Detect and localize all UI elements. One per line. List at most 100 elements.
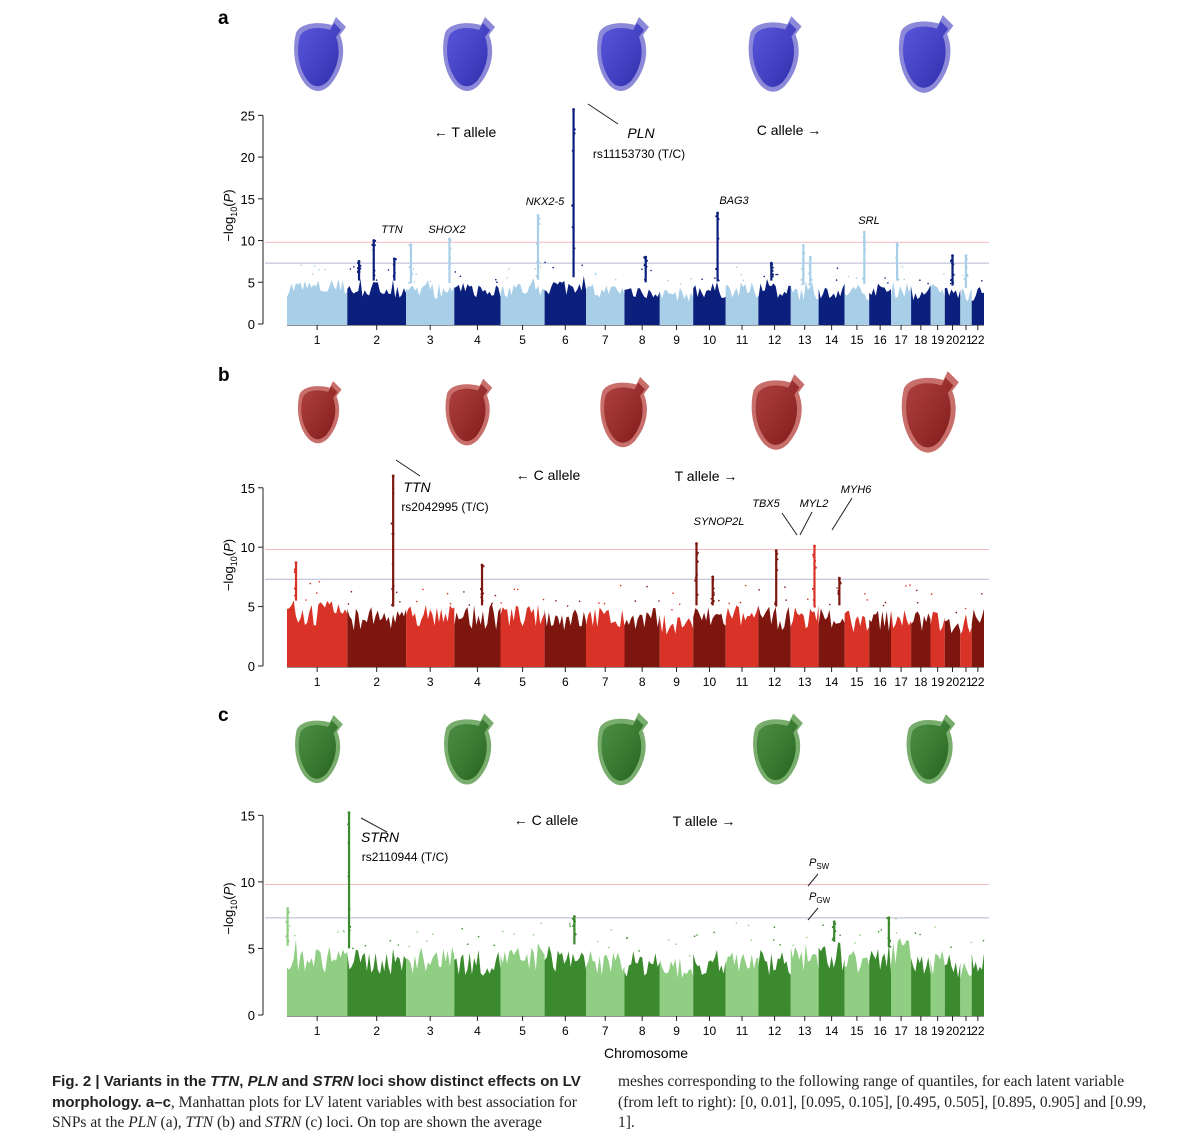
y-tick-label: 25 [241, 108, 255, 123]
x-tick-label-chr7: 7 [602, 675, 609, 689]
snp-point [466, 943, 469, 945]
x-tick-label-chr2: 2 [373, 1024, 380, 1038]
x-tick-label-chr8: 8 [639, 333, 646, 347]
chromosome-block-1 [287, 600, 348, 667]
peak-point [571, 149, 574, 152]
peak-point [538, 217, 541, 220]
peak-top-point [695, 542, 698, 545]
x-tick-label-chr9: 9 [673, 1024, 680, 1038]
x-tick-label-chr3: 3 [427, 1024, 434, 1038]
peak-point [814, 566, 817, 569]
peak-point [888, 922, 891, 925]
snp-point [412, 268, 415, 271]
x-tick-label-chr15: 15 [850, 675, 864, 689]
label-pln: PLN [627, 125, 655, 141]
peak-point [392, 492, 395, 495]
snp-point [449, 602, 452, 605]
chromosome-block-10 [693, 281, 726, 325]
chromosome-block-9 [659, 287, 694, 325]
peak-point [951, 281, 955, 284]
peak-point [481, 599, 484, 603]
x-tick-label-chr13: 13 [798, 675, 812, 689]
x-tick-label-chr1: 1 [314, 675, 321, 689]
x-tick-label-chr9: 9 [673, 333, 680, 347]
chromosome-block-21 [960, 962, 972, 1016]
chromosome-block-14 [818, 608, 845, 667]
chromosome-block-8 [624, 288, 660, 325]
chromosome-block-10 [693, 607, 726, 667]
snp-point [646, 585, 648, 588]
snp-point [416, 931, 419, 933]
label-shox2: SHOX2 [428, 224, 465, 236]
snp-point [513, 588, 516, 590]
peak-point [391, 604, 394, 607]
peak-point [347, 823, 350, 826]
snp-point [701, 278, 703, 281]
snp-point [578, 600, 581, 603]
x-tick-label-chr22: 22 [971, 1024, 985, 1038]
peak-point [696, 593, 699, 596]
chromosome-block-15 [844, 284, 870, 325]
snp-point [353, 266, 355, 268]
y-tick-label: 20 [241, 150, 255, 165]
y-tick-label: 10 [241, 875, 255, 890]
x-tick-label-chr8: 8 [639, 1024, 646, 1038]
snp-point [775, 273, 777, 276]
snp-point [689, 955, 691, 957]
peak-point [696, 560, 699, 563]
peak-point [716, 261, 719, 264]
peak-point [834, 922, 837, 925]
peak-top-point [862, 230, 866, 234]
snp-point [596, 940, 599, 943]
peak-point [862, 239, 866, 242]
panel-letter-b: b [218, 365, 230, 386]
peak-point [802, 261, 805, 264]
chromosome-block-2 [347, 948, 407, 1016]
snp-point [671, 609, 673, 611]
peak-point [286, 928, 289, 931]
peak-point [535, 275, 538, 278]
legend-pgw-label: PGW [809, 891, 831, 905]
y-tick-label: 10 [241, 540, 255, 555]
x-tick-label-chr3: 3 [427, 675, 434, 689]
peak-point [888, 939, 891, 942]
allele-left-c: ← C allele [514, 812, 579, 828]
panel-letter-a: a [218, 8, 229, 29]
snp-point [949, 282, 952, 285]
snp-point [675, 943, 678, 945]
peak-point [896, 270, 899, 273]
peak-top-point [572, 108, 575, 111]
mesh-shading [601, 718, 644, 781]
x-tick-label-chr1: 1 [314, 1024, 321, 1038]
peak-top-point [409, 243, 413, 247]
peak-point [293, 568, 297, 571]
peak-point [347, 875, 350, 878]
snp-point [785, 599, 787, 601]
lv-mesh-1 [294, 17, 346, 91]
chromosome-block-16 [869, 283, 891, 325]
lv-mesh-1 [295, 715, 343, 784]
snp-point [887, 282, 889, 284]
peak-point [294, 577, 297, 580]
lv-mesh-5 [906, 714, 956, 784]
peak-point [694, 576, 698, 579]
legend-psw-line [807, 873, 819, 887]
snp-point [740, 273, 743, 276]
chromosome-block-1 [287, 278, 348, 325]
peak-point [393, 263, 396, 266]
peak-point [695, 573, 699, 576]
snp-point [859, 934, 861, 936]
snp-point [981, 280, 983, 282]
peak-point [372, 248, 375, 252]
snp-point [502, 930, 504, 933]
peak-point [694, 579, 697, 582]
snp-point [927, 282, 929, 285]
y-axis-label-b: −log10(P) [221, 539, 239, 591]
snp-point [598, 602, 600, 604]
peak-point [808, 272, 811, 276]
peak-point [408, 281, 411, 284]
snp-point [426, 940, 428, 942]
snp-point [399, 601, 401, 603]
